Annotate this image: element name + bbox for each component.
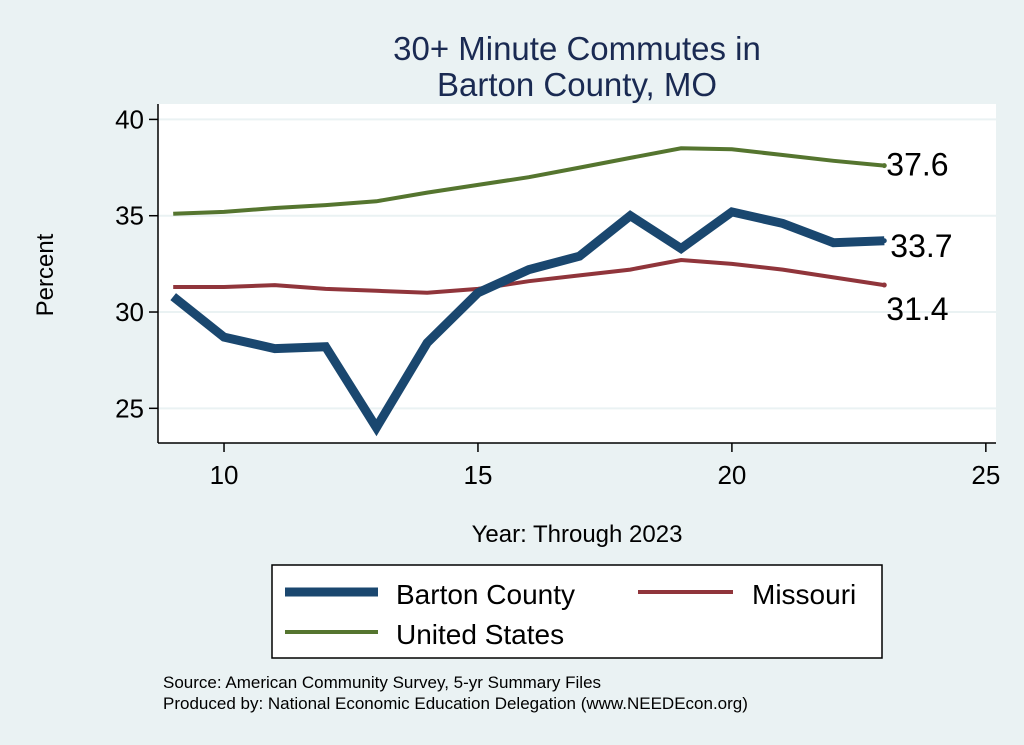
axes: 25 30 35 40 10 15 20 25 <box>115 104 1000 490</box>
legend-label-barton-county: Barton County <box>396 579 575 610</box>
y-axis-title: Percent <box>32 233 59 316</box>
x-tick-label-20: 20 <box>717 460 746 490</box>
series-end-marker-united-states <box>881 163 887 169</box>
legend-label-united-states: United States <box>396 619 564 650</box>
y-tick-label-35: 35 <box>115 201 144 231</box>
series-line-missouri <box>173 257 885 295</box>
x-tick-label-15: 15 <box>464 460 493 490</box>
series-lines <box>170 146 887 437</box>
chart-title-line-2: Barton County, MO <box>437 66 717 103</box>
x-axis-title: Year: Through 2023 <box>472 521 683 548</box>
series-line-barton-county <box>170 207 885 437</box>
end-label-barton-county: 33.7 <box>890 228 952 264</box>
legend-box <box>271 564 883 659</box>
gridlines <box>158 118 996 410</box>
series-end-marker-barton-county <box>881 238 887 244</box>
x-tick-label-10: 10 <box>210 460 239 490</box>
series-end-marker-missouri <box>881 282 887 288</box>
plot-area <box>158 104 996 443</box>
y-tick-label-40: 40 <box>115 104 144 134</box>
chart-title-line-1: 30+ Minute Commutes in <box>393 30 761 67</box>
end-label-missouri: 31.4 <box>886 291 948 327</box>
series-line-united-states <box>173 146 885 216</box>
producer-note: Produced by: National Economic Education… <box>163 694 748 713</box>
end-labels: 33.7 31.4 37.6 <box>886 147 952 327</box>
y-tick-label-30: 30 <box>115 297 144 327</box>
source-note: Source: American Community Survey, 5-yr … <box>163 673 601 692</box>
legend-label-missouri: Missouri <box>752 579 856 610</box>
x-tick-label-25: 25 <box>971 460 1000 490</box>
legend: Barton County Missouri United States <box>271 564 883 659</box>
end-label-united-states: 37.6 <box>886 147 948 183</box>
y-tick-label-25: 25 <box>115 393 144 423</box>
